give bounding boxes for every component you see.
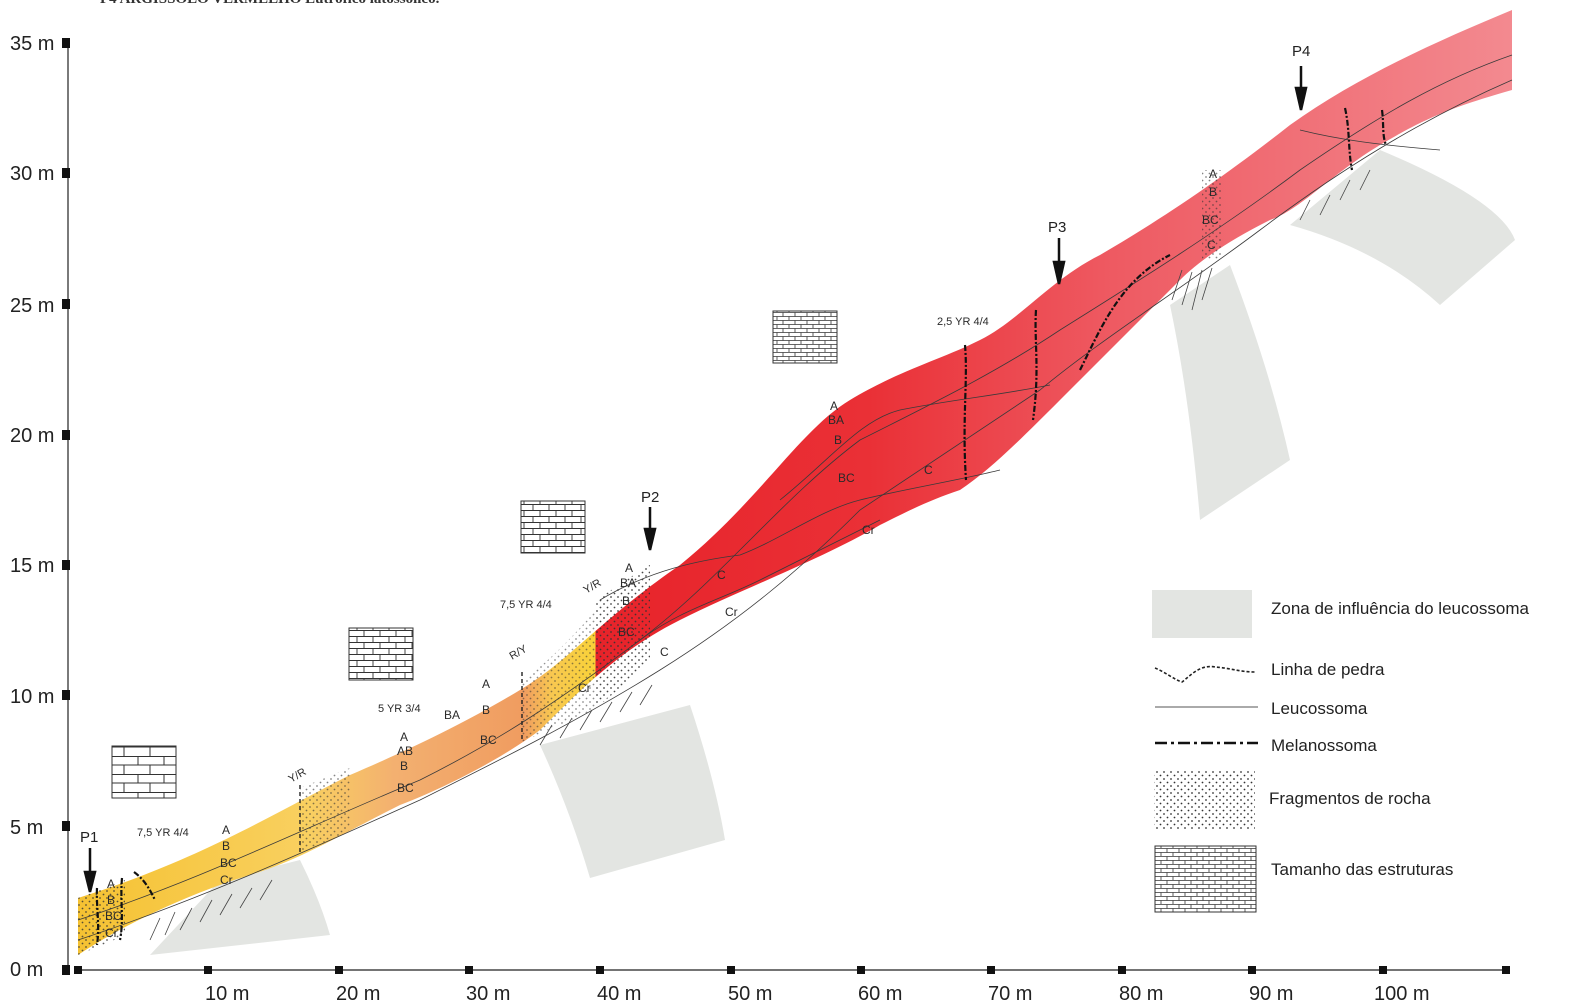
x-tick-label-10: 10 m — [205, 983, 249, 1005]
horizon-label: B — [222, 839, 230, 853]
y-tick-label-30: 30 m — [10, 163, 54, 185]
profile-label-p1: P1 — [80, 829, 98, 846]
structure-size-boxes — [111, 310, 838, 799]
legend-label-zone: Zona de influência do leucossoma — [1271, 599, 1530, 618]
leucosome-zones — [150, 150, 1515, 955]
legend-label-stone: Linha de pedra — [1271, 660, 1385, 679]
transition-label-3: Y/R — [582, 577, 604, 597]
x-tick-labels: 10 m 20 m 30 m 40 m 50 m 60 m 70 m 80 m … — [205, 983, 1430, 1005]
horizon-label: B — [107, 893, 115, 907]
horizon-label: C — [1207, 238, 1216, 252]
horizon-label: C — [717, 568, 726, 582]
horizon-label: A — [400, 730, 408, 744]
horizon-label: A — [222, 823, 230, 837]
horizon-label: BC — [480, 733, 497, 747]
legend-dots-icon — [1154, 770, 1255, 830]
horizon-label: Cr — [862, 523, 875, 537]
rock-hatching — [149, 169, 1371, 941]
legend-label-leucossoma: Leucossoma — [1271, 699, 1368, 718]
horizon-label: BC — [1202, 213, 1219, 227]
horizon-label: B — [622, 594, 630, 608]
horizon-label: A — [625, 561, 633, 575]
y-tick-label-5: 5 m — [10, 817, 43, 839]
horizon-label: BA — [620, 576, 636, 590]
horizon-label: A — [830, 399, 838, 413]
legend: Zona de influência do leucossoma Linha d… — [1152, 590, 1530, 913]
y-tick-label-20: 20 m — [10, 425, 54, 447]
x-tick-label-90: 90 m — [1249, 983, 1293, 1005]
x-tick-label-100: 100 m — [1374, 983, 1430, 1005]
profile-label-p3: P3 — [1048, 219, 1066, 236]
y-tick-label-10: 10 m — [10, 686, 54, 708]
arrow-down-icon — [83, 848, 97, 893]
horizon-label: C — [924, 463, 933, 477]
transition-label-2: R/Y — [508, 643, 530, 663]
x-tick-label-60: 60 m — [858, 983, 902, 1005]
horizon-label: B — [1209, 185, 1217, 199]
diagram-title: P4 ARGISSOLO VERMELHO Eutrófico latossól… — [100, 0, 439, 8]
legend-gray-zone-icon — [1152, 590, 1252, 638]
horizon-label: AB — [397, 744, 413, 758]
y-tick-marks — [62, 38, 70, 975]
horizon-label: A — [482, 677, 490, 691]
legend-stone-line-icon — [1154, 665, 1256, 683]
transition-label-1: Y/R — [287, 766, 309, 786]
x-tick-label-80: 80 m — [1119, 983, 1163, 1005]
color-label-2: 5 YR 3/4 — [378, 703, 421, 715]
legend-label-fragmentos: Fragmentos de rocha — [1269, 789, 1431, 808]
color-label-3: 7,5 YR 4/4 — [500, 599, 552, 611]
horizon-label: B — [400, 759, 408, 773]
color-label-1: 7,5 YR 4/4 — [137, 827, 189, 839]
horizon-label: BA — [828, 413, 844, 427]
horizon-label: BC — [838, 471, 855, 485]
horizon-label: Cr — [105, 926, 118, 940]
horizon-label: A — [1209, 167, 1217, 181]
horizon-label: BC — [618, 625, 635, 639]
horizon-label: BC — [105, 909, 122, 923]
munsell-color-labels: 7,5 YR 4/4 5 YR 3/4 7,5 YR 4/4 2,5 YR 4/… — [137, 316, 989, 839]
x-tick-label-70: 70 m — [988, 983, 1032, 1005]
transition-lines — [299, 672, 523, 852]
x-tick-label-20: 20 m — [336, 983, 380, 1005]
arrow-down-icon — [1052, 238, 1066, 285]
x-tick-label-50: 50 m — [728, 983, 772, 1005]
y-tick-label-0: 0 m — [10, 959, 43, 981]
y-tick-label-15: 15 m — [10, 555, 54, 577]
profile-markers: P1 P2 P3 P4 — [80, 43, 1310, 893]
x-tick-label-30: 30 m — [466, 983, 510, 1005]
melanosome-lines — [95, 107, 1388, 946]
horizon-label: BC — [220, 856, 237, 870]
horizon-label: BA — [444, 708, 460, 722]
y-tick-labels: 35 m 30 m 25 m 20 m 15 m 10 m 5 m 0 m — [10, 33, 54, 981]
horizon-label: C — [660, 645, 669, 659]
profile-label-p2: P2 — [641, 489, 659, 506]
horizon-labels: A B BC Cr A B BC Cr A AB B BC A BA B BC … — [105, 167, 1219, 940]
legend-label-melanossoma: Melanossoma — [1271, 736, 1377, 755]
color-label-4: 2,5 YR 4/4 — [937, 316, 989, 328]
horizon-label: Cr — [725, 605, 738, 619]
x-tick-marks — [74, 966, 1510, 974]
legend-blocky-structure-icon — [1154, 845, 1257, 913]
horizon-label: Cr — [578, 681, 591, 695]
horizon-label: BC — [397, 781, 414, 795]
horizon-label: B — [834, 433, 842, 447]
horizon-label: Cr — [220, 873, 233, 887]
legend-label-estruturas: Tamanho das estruturas — [1271, 860, 1453, 879]
horizon-lines — [77, 54, 1513, 941]
arrow-down-icon — [1294, 66, 1308, 111]
profile-label-p4: P4 — [1292, 43, 1310, 60]
horizon-label: A — [107, 877, 115, 891]
soil-body — [78, 10, 1512, 955]
arrow-down-icon — [643, 507, 657, 551]
x-tick-label-40: 40 m — [597, 983, 641, 1005]
horizon-label: B — [482, 703, 490, 717]
y-tick-label-25: 25 m — [10, 295, 54, 317]
y-tick-label-35: 35 m — [10, 33, 54, 55]
